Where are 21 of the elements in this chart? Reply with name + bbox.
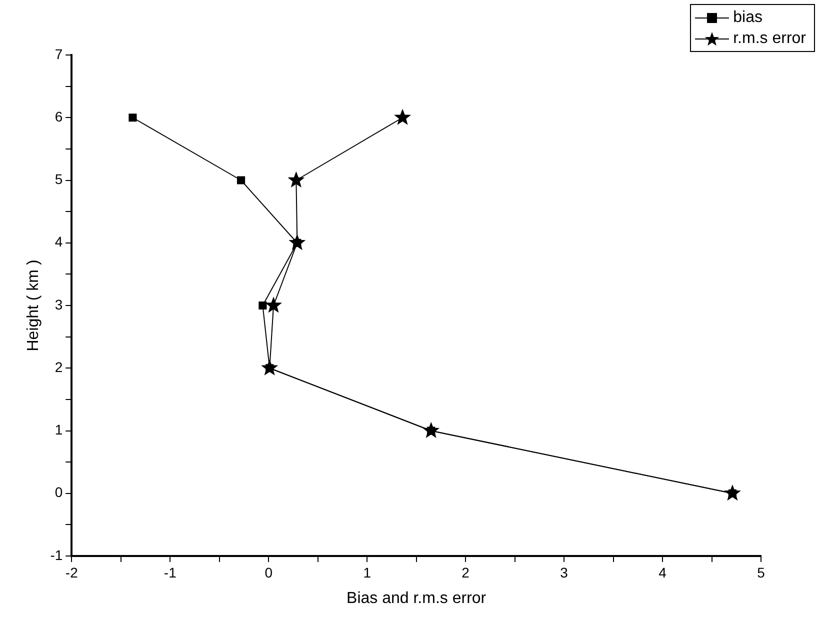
y-tick-label: 5 xyxy=(54,171,63,188)
y-axis-title: Height ( km ) xyxy=(25,260,42,352)
legend-label: bias xyxy=(733,8,762,26)
x-tick-label: 4 xyxy=(658,564,667,580)
y-tick-label: 6 xyxy=(54,108,63,124)
y-tick-label: 7 xyxy=(54,46,63,62)
x-axis-title: Bias and r.m.s error xyxy=(346,590,487,607)
y-tick-label: 0 xyxy=(54,484,63,500)
y-tick-label: 2 xyxy=(54,358,63,375)
legend-label: r.m.s error xyxy=(733,30,806,48)
y-tick-label: 4 xyxy=(54,234,63,250)
y-tick-label: 1 xyxy=(54,422,63,438)
x-tick-label: 2 xyxy=(462,564,470,580)
x-tick-label: -2 xyxy=(65,564,78,580)
x-tick-label: -1 xyxy=(164,564,177,580)
x-tick-label: 0 xyxy=(264,564,273,580)
x-tick-label: 3 xyxy=(560,564,568,580)
y-tick-label: -1 xyxy=(50,546,63,563)
x-tick-label: 5 xyxy=(757,564,766,580)
x-tick-label: 1 xyxy=(363,564,372,580)
y-tick-label: 3 xyxy=(54,296,63,312)
